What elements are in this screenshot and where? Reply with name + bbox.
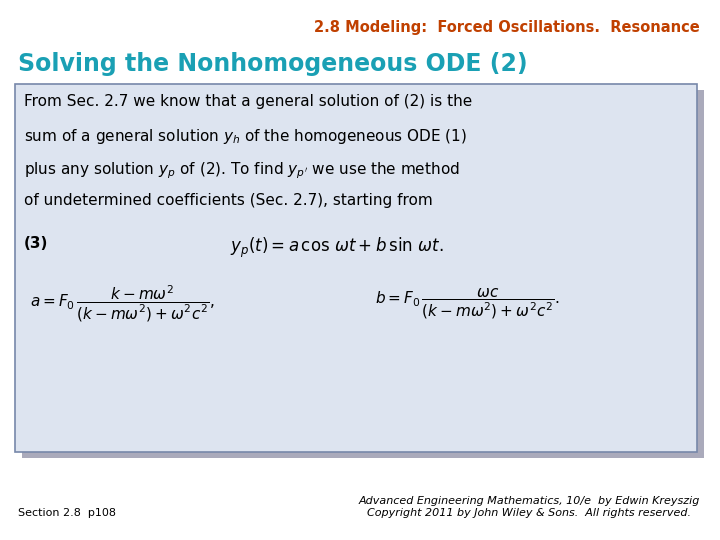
FancyBboxPatch shape <box>15 84 697 452</box>
Text: $b = F_0\,\dfrac{\omega c}{(k - m\omega^2) + \omega^2 c^2}.$: $b = F_0\,\dfrac{\omega c}{(k - m\omega^… <box>375 287 560 321</box>
Text: sum of a general solution $y_h$ of the homogeneous ODE (1): sum of a general solution $y_h$ of the h… <box>24 127 467 146</box>
Text: plus any solution $y_p$ of (2). To find $y_{p'}$ we use the method: plus any solution $y_p$ of (2). To find … <box>24 160 459 180</box>
Text: $y_p(t) = a\,\cos\,\omega t + b\,\sin\,\omega t.$: $y_p(t) = a\,\cos\,\omega t + b\,\sin\,\… <box>230 236 444 260</box>
Text: (3): (3) <box>24 236 48 251</box>
Text: From Sec. 2.7 we know that a general solution of (2) is the: From Sec. 2.7 we know that a general sol… <box>24 94 472 109</box>
Text: 2.8 Modeling:  Forced Oscillations.  Resonance: 2.8 Modeling: Forced Oscillations. Reson… <box>314 20 700 35</box>
Text: Solving the Nonhomogeneous ODE (2): Solving the Nonhomogeneous ODE (2) <box>18 52 528 76</box>
Text: of undetermined coefficients (Sec. 2.7), starting from: of undetermined coefficients (Sec. 2.7),… <box>24 193 433 208</box>
Text: Section 2.8  p108: Section 2.8 p108 <box>18 508 116 518</box>
Text: Advanced Engineering Mathematics, 10/e  by Edwin Kreyszig
Copyright 2011 by John: Advanced Engineering Mathematics, 10/e b… <box>359 496 700 518</box>
Text: $a = F_0\,\dfrac{k - m\omega^2}{(k - m\omega^2) + \omega^2 c^2},$: $a = F_0\,\dfrac{k - m\omega^2}{(k - m\o… <box>30 284 215 324</box>
FancyBboxPatch shape <box>22 90 704 458</box>
